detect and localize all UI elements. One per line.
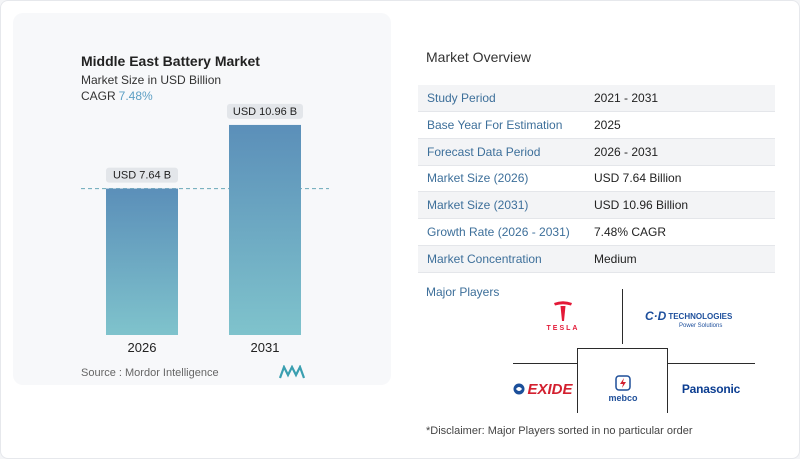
mebco-logo: mebco bbox=[597, 370, 649, 408]
exide-wordmark: EXIDE bbox=[527, 380, 573, 398]
overview-row-label: Growth Rate (2026 - 2031) bbox=[427, 225, 570, 239]
overview-title: Market Overview bbox=[426, 49, 532, 65]
mordor-intelligence-logo bbox=[279, 365, 305, 379]
x-tick-label: 2026 bbox=[128, 340, 157, 355]
cd-technologies-logo: C·D TECHNOLOGIES Power Solutions bbox=[645, 305, 755, 333]
data-label-background bbox=[227, 103, 303, 119]
grid-line-vertical-top bbox=[622, 289, 623, 344]
overview-row-label: Forecast Data Period bbox=[427, 144, 541, 159]
grid-line-horizontal-right bbox=[667, 363, 755, 364]
exide-logo: EXIDE bbox=[513, 377, 573, 401]
cagr-label: CAGR bbox=[81, 89, 116, 103]
panasonic-wordmark: Panasonic bbox=[681, 382, 741, 396]
data-label: USD 10.96 B bbox=[233, 106, 297, 118]
tesla-wordmark: TESLA bbox=[546, 325, 580, 332]
overview-row-label: Market Concentration bbox=[427, 251, 542, 266]
overview-row-value: Medium bbox=[594, 251, 637, 266]
grid-line-horizontal-center bbox=[577, 348, 667, 349]
cagr-value: 7.48% bbox=[118, 89, 153, 103]
cd-tagline: Power Solutions bbox=[679, 323, 723, 329]
grid-line-vertical-right bbox=[667, 348, 668, 413]
mebco-wordmark: mebco bbox=[608, 393, 638, 403]
chart-title: Middle East Battery Market bbox=[81, 53, 260, 69]
chart-card bbox=[13, 13, 391, 385]
data-label: USD 7.64 B bbox=[113, 170, 171, 182]
source-text: Source : Mordor Intelligence bbox=[81, 367, 219, 379]
grid-line-vertical-left bbox=[577, 348, 578, 413]
overview-row: Growth Rate (2026 - 2031) 7.48% CAGR bbox=[418, 219, 775, 246]
bar-2031 bbox=[229, 124, 301, 335]
x-tick-label: 2031 bbox=[251, 340, 280, 355]
tesla-t-icon bbox=[554, 301, 572, 321]
bar-chart: USD 7.64 B 2026 USD 10.96 B 2031 bbox=[81, 103, 329, 355]
overview-row: Market Size (2026) USD 7.64 Billion bbox=[418, 165, 775, 193]
mebco-bolt-icon bbox=[615, 375, 631, 391]
data-label-background bbox=[106, 167, 178, 183]
overview-row-value: 2021 - 2031 bbox=[594, 91, 659, 105]
overview-row: Base Year For Estimation 2025 bbox=[418, 112, 775, 139]
overview-row-label: Market Size (2026) bbox=[427, 171, 529, 186]
exide-swirl-icon bbox=[513, 383, 525, 395]
overview-row-label: Study Period bbox=[427, 91, 496, 105]
bar-2026 bbox=[106, 188, 178, 335]
overview-row-value: 2025 bbox=[594, 117, 621, 132]
cd-wordmark: TECHNOLOGIES bbox=[668, 311, 733, 321]
chart-subtitle: Market Size in USD Billion bbox=[81, 73, 222, 87]
overview-row: Forecast Data Period 2026 - 2031 bbox=[418, 138, 775, 166]
grid-line-horizontal-left bbox=[513, 363, 577, 364]
overview-row: Market Size (2031) USD 10.96 Billion bbox=[418, 192, 775, 220]
overview-row-value: 2026 - 2031 bbox=[594, 144, 659, 159]
tesla-logo: TESLA bbox=[531, 295, 595, 337]
disclaimer-text: *Disclaimer: Major Players sorted in no … bbox=[426, 425, 693, 437]
cd-mark-icon: C·D bbox=[645, 309, 667, 323]
major-players-label: Major Players bbox=[426, 285, 500, 299]
overview-row-label: Market Size (2031) bbox=[427, 198, 529, 213]
overview-row-label: Base Year For Estimation bbox=[427, 117, 563, 132]
overview-row-value: USD 10.96 Billion bbox=[594, 198, 689, 213]
overview-row: Market Concentration Medium bbox=[418, 245, 775, 273]
overview-row: Study Period 2021 - 2031 bbox=[418, 85, 775, 112]
panasonic-logo: Panasonic bbox=[671, 379, 751, 399]
overview-row-value: 7.48% CAGR bbox=[594, 225, 667, 239]
cagr-text: CAGR 7.48% bbox=[81, 89, 153, 103]
overview-row-value: USD 7.64 Billion bbox=[594, 171, 682, 186]
